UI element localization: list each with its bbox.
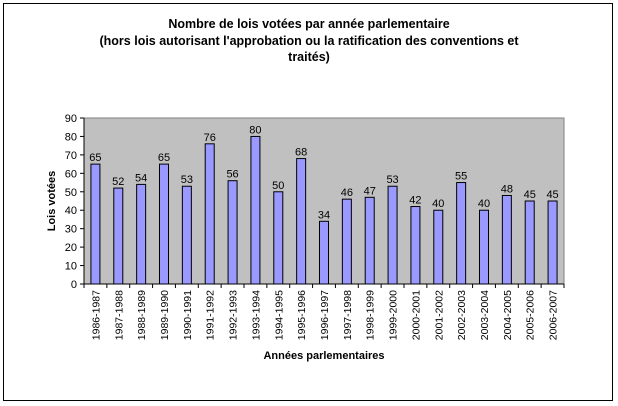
bar-data-label: 56	[226, 169, 238, 181]
bars: 65 52 54 65 53 76 56 80 50 68 34 46 47 53 42 40 55 40 48 45…	[89, 124, 559, 285]
bar-data-label: 65	[158, 152, 170, 164]
y-tick-label: 60	[65, 168, 77, 180]
y-tick-label: 10	[65, 261, 77, 273]
y-tick-label: 90	[65, 113, 77, 125]
x-tick-label: 1995-1996	[296, 290, 308, 340]
x-tick-label: 1991-1992	[205, 290, 217, 340]
chart-title-line-2: (hors lois autorisant l'approbation ou l…	[99, 34, 519, 48]
bar	[296, 158, 307, 285]
x-tick-label: 1993-1994	[250, 290, 262, 340]
y-tick-label: 20	[65, 242, 77, 254]
bar	[159, 163, 169, 285]
chart-title-line-3: traités)	[288, 50, 330, 64]
bar	[250, 135, 261, 285]
x-tick-label: 1992-1993	[228, 290, 240, 340]
bar	[410, 206, 421, 285]
bar	[204, 143, 215, 285]
bar	[456, 182, 467, 285]
bar-data-label: 52	[112, 176, 124, 188]
bar-data-label: 80	[249, 124, 261, 136]
bar	[113, 187, 124, 285]
x-tick-label: 1988-1989	[136, 290, 148, 340]
bar	[136, 183, 147, 285]
x-tick-label: 1998-1999	[365, 290, 377, 340]
y-tick-label: 40	[65, 205, 77, 217]
bar	[364, 196, 375, 285]
bar	[227, 180, 238, 285]
x-tick-label: 1994-1995	[273, 290, 285, 340]
y-axis-label: Lois votées	[46, 171, 58, 232]
bar-data-label: 53	[181, 174, 193, 186]
y-tick-label: 30	[65, 224, 77, 236]
bar-data-label: 40	[432, 198, 444, 210]
x-axis: 1986-1987 1987-1988 1988-1989 1989-1990 1990…	[83, 283, 565, 340]
x-axis-label: Années parlementaires	[263, 350, 384, 362]
bar-data-label: 45	[546, 189, 558, 201]
y-axis: 0 10 20 30 40 50 60 70 80 90	[65, 113, 85, 291]
bar-data-label: 47	[364, 185, 376, 197]
bar-data-label: 45	[524, 189, 536, 201]
x-tick-label: 2003-2004	[479, 290, 491, 340]
bar-data-label: 54	[135, 172, 147, 184]
bar-data-label: 48	[501, 183, 513, 195]
bar	[273, 191, 284, 285]
bar	[433, 209, 444, 285]
bar	[547, 200, 558, 285]
bar-data-label: 68	[295, 147, 307, 159]
x-tick-label: 2005-2006	[525, 290, 537, 340]
y-tick-label: 80	[65, 131, 77, 143]
x-tick-label: 2004-2005	[502, 290, 514, 340]
x-tick-label: 2000-2001	[410, 290, 422, 340]
y-tick-label: 70	[65, 150, 77, 162]
bar	[319, 220, 329, 285]
x-tick-label: 1990-1991	[182, 290, 194, 340]
bar	[501, 194, 512, 285]
bar-data-label: 34	[318, 209, 330, 221]
bar	[479, 209, 489, 285]
bar-data-label: 76	[204, 132, 216, 144]
x-tick-label: 1997-1998	[342, 290, 354, 340]
bar	[341, 198, 352, 285]
x-tick-label: 1986-1987	[90, 290, 102, 340]
bar-data-label: 53	[386, 174, 398, 186]
bar-data-label: 55	[455, 171, 467, 183]
x-tick-label: 1989-1990	[159, 290, 171, 340]
chart-title-line-1: Nombre de lois votées par année parlemen…	[168, 17, 450, 31]
bar	[387, 185, 398, 285]
x-tick-label: 2006-2007	[548, 290, 560, 340]
x-tick-label: 2001-2002	[433, 290, 445, 340]
x-tick-label: 1999-2000	[388, 290, 400, 340]
y-tick-label: 50	[65, 187, 77, 199]
bar	[524, 200, 535, 285]
bar-data-label: 50	[272, 180, 284, 192]
x-tick-label: 2002-2003	[456, 290, 468, 340]
y-tick-label: 0	[71, 279, 77, 291]
bar	[90, 163, 101, 285]
bar-data-label: 46	[341, 187, 353, 199]
bar	[181, 185, 192, 285]
x-tick-label: 1996-1997	[319, 290, 331, 340]
bar-data-label: 42	[409, 195, 421, 207]
bar-data-label: 40	[478, 198, 490, 210]
x-tick-label: 1987-1988	[113, 290, 125, 340]
bar-data-label: 65	[89, 152, 101, 164]
